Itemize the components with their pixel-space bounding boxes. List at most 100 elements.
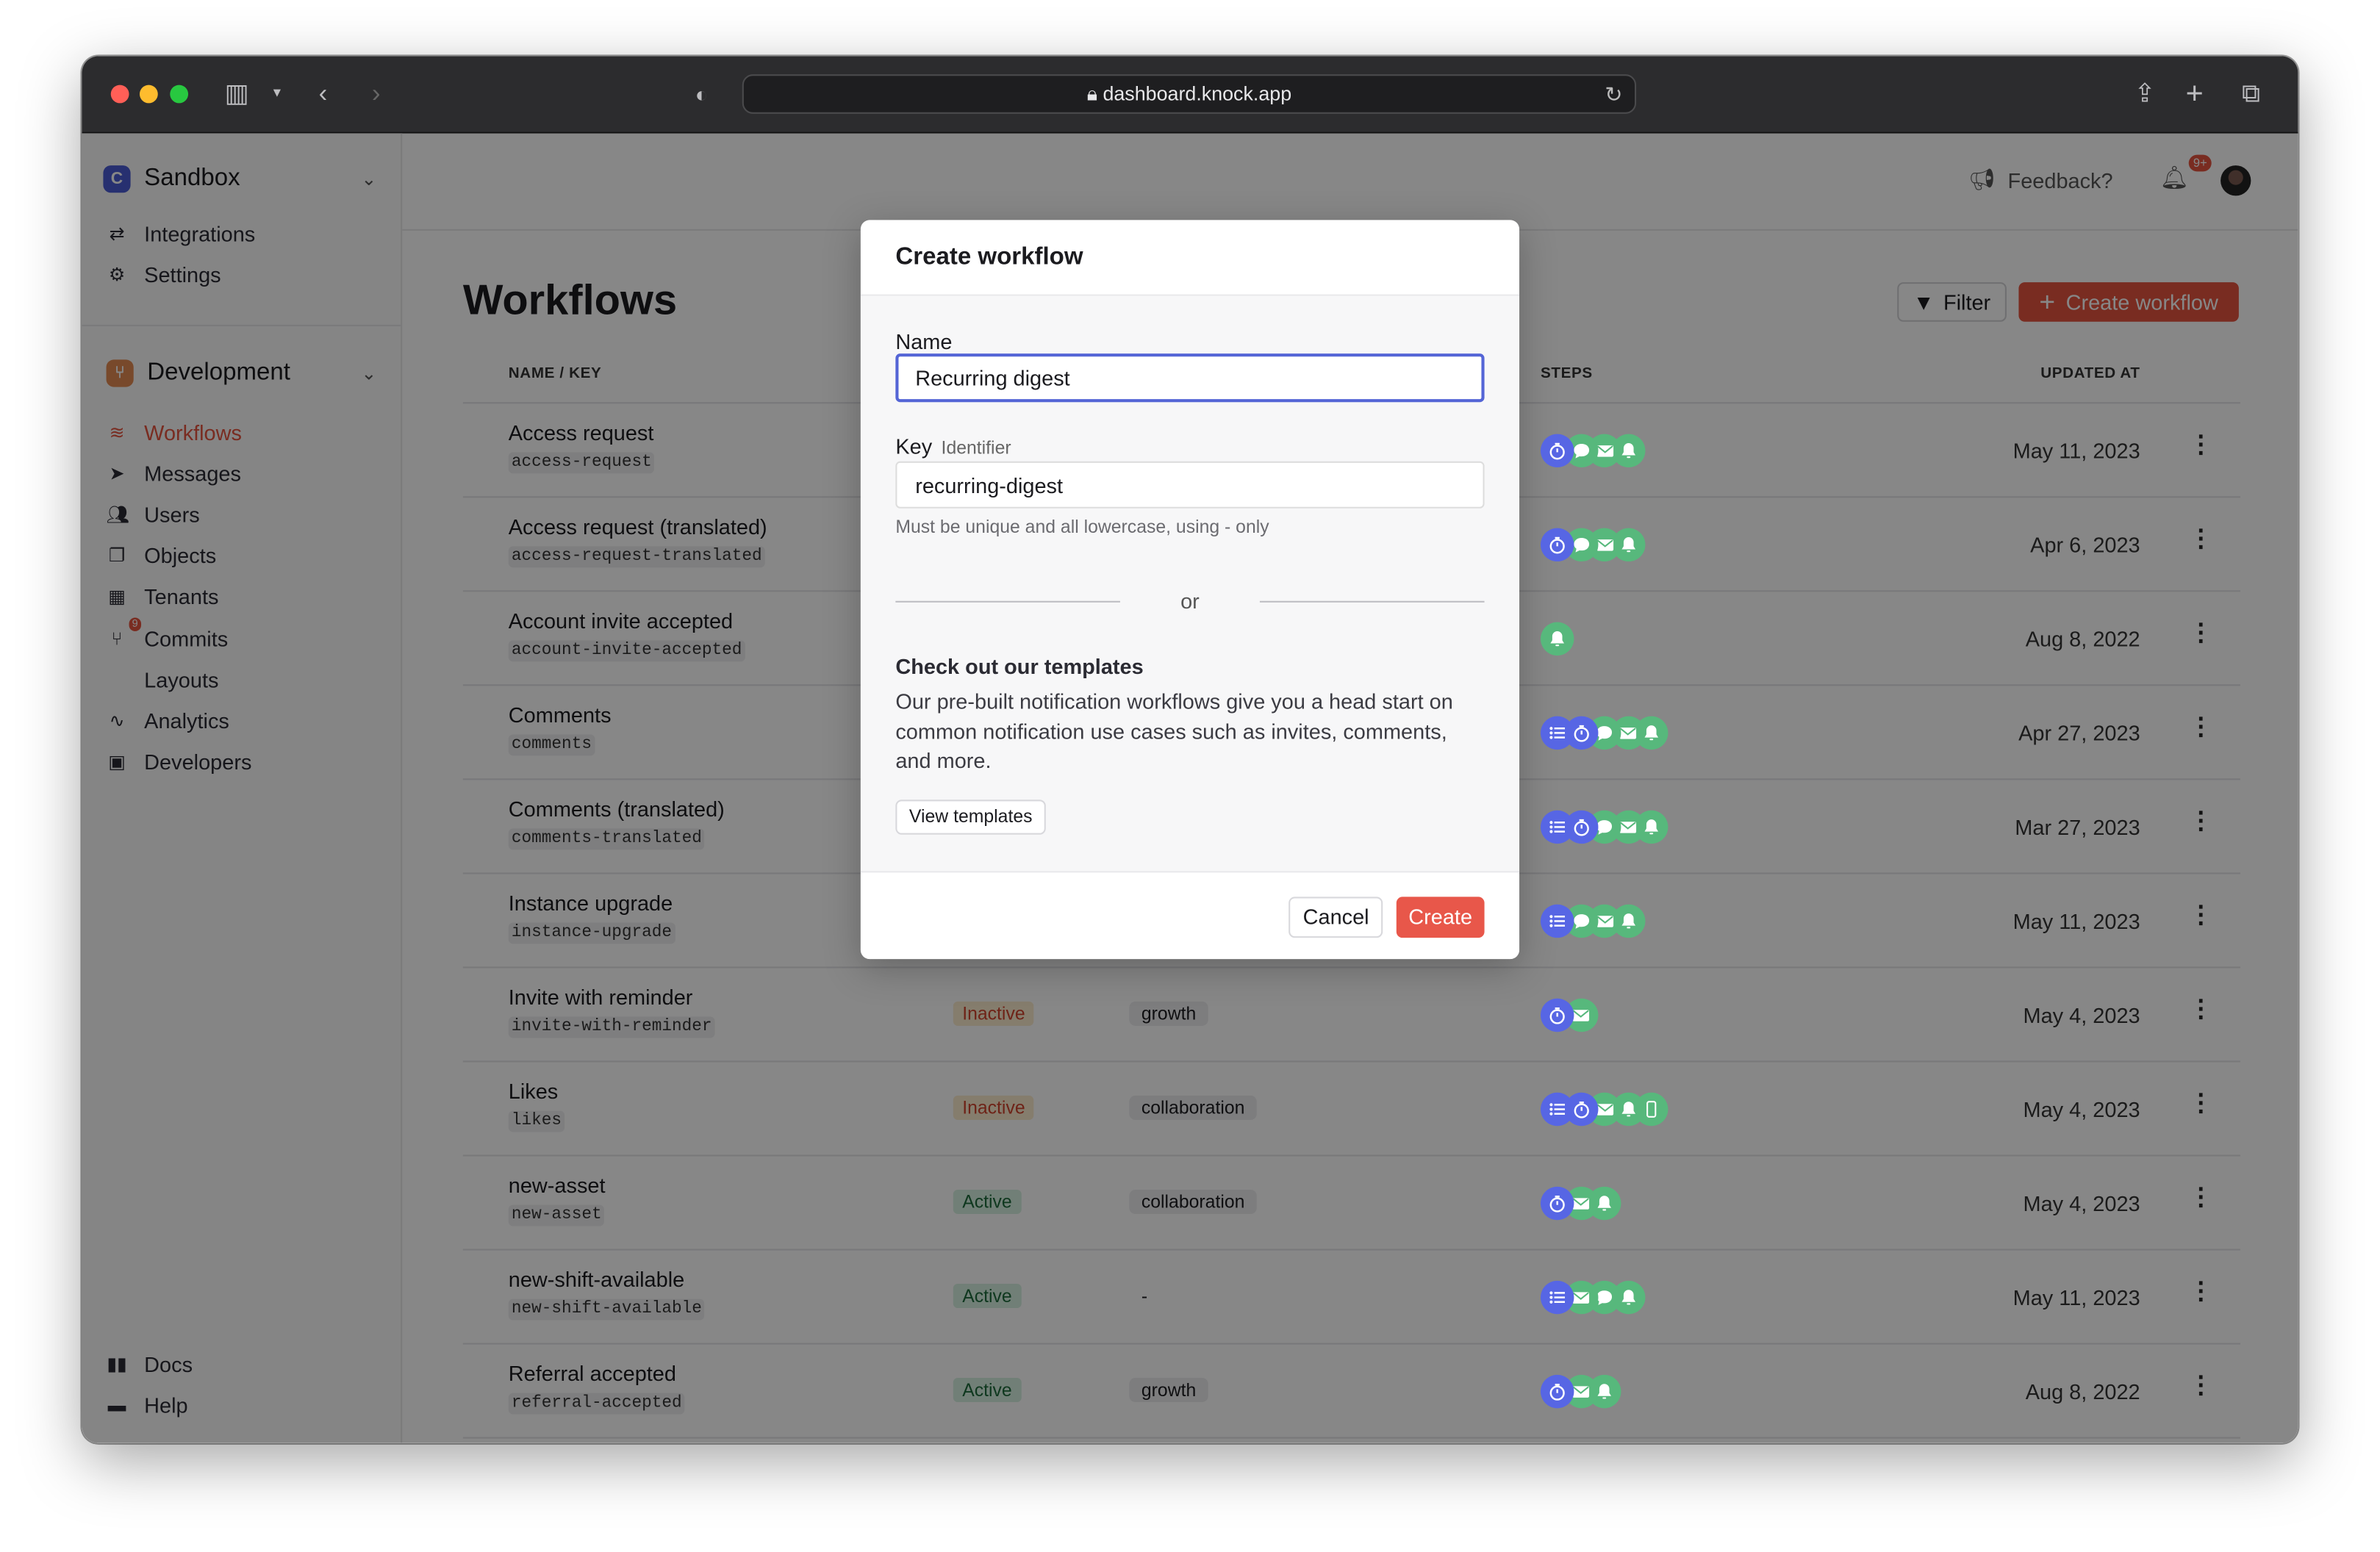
feedback-button[interactable]: 📢︎ Feedback?: [1968, 167, 2113, 193]
workflow-name[interactable]: Access request: [508, 420, 654, 445]
workflow-name[interactable]: Invite with reminder: [508, 985, 693, 1010]
sidebar-item-label: Settings: [144, 262, 221, 287]
create-workflow-button[interactable]: + Create workflow: [2018, 282, 2239, 322]
chevron-down-icon: ⌄: [361, 362, 377, 384]
bell-icon[interactable]: 🔔︎: [2159, 165, 2189, 192]
sidebar-item-docs[interactable]: ▮▮ Docs: [107, 1343, 193, 1384]
users-icon: 👥︎: [106, 503, 130, 525]
sidebar-item-settings[interactable]: ⚙ Settings: [107, 254, 256, 295]
view-templates-button[interactable]: View templates: [895, 800, 1047, 835]
environment-name: Development: [147, 359, 290, 386]
app: C Sandbox ⌄ ⇄ Integrations ⚙ Settings ⑂ Dev…: [82, 133, 2298, 1443]
sidebar-item-integrations[interactable]: ⇄ Integrations: [107, 212, 256, 254]
workflow-name[interactable]: Likes: [508, 1079, 559, 1104]
table-row[interactable]: Invite with reminder invite-with-reminde…: [462, 968, 2240, 1063]
chat-icon: ▬: [107, 1394, 126, 1416]
workflow-name[interactable]: Comments (translated): [508, 797, 725, 822]
updated-at: May 11, 2023: [2012, 1285, 2140, 1310]
step-list-icon: [1540, 810, 1574, 844]
workflow-key: instance-upgrade: [508, 922, 675, 944]
workflow-name[interactable]: Comments: [508, 703, 612, 728]
reload-icon[interactable]: ↻: [1605, 82, 1623, 107]
sidebar-item-label: Workflows: [144, 420, 242, 445]
step-list-icon: [1540, 1092, 1574, 1127]
workflow-name[interactable]: Account invite accepted: [508, 608, 734, 633]
table-row[interactable]: new-asset new-asset Active collaboration Ma…: [462, 1157, 2240, 1251]
share-icon[interactable]: ⇪: [2134, 79, 2156, 108]
workflow-name[interactable]: Access request (translated): [508, 514, 767, 539]
more-options-icon[interactable]: ⋮: [2188, 902, 2213, 929]
sidebar-item-commits[interactable]: ⑂ 9 Commits: [107, 617, 252, 658]
table-row[interactable]: Comments (translated) comments-translate…: [462, 780, 2240, 874]
more-options-icon[interactable]: ⋮: [2188, 1091, 2213, 1117]
forward-icon[interactable]: ›: [371, 79, 381, 108]
footer-nav: ▮▮ Docs ▬ Help: [107, 1343, 193, 1426]
create-button[interactable]: Create: [1396, 897, 1485, 938]
sidebar-item-label: Tenants: [144, 584, 219, 609]
page-title: Workflows: [462, 276, 678, 323]
sidebar-item-messages[interactable]: ➤ Messages: [107, 453, 252, 494]
table-row[interactable]: Likes likes Inactive collaboration May 4, 2…: [462, 1063, 2240, 1157]
updated-at: May 4, 2023: [2023, 1096, 2140, 1122]
table-row[interactable]: Referral accepted referral-accepted Activ…: [462, 1345, 2240, 1439]
more-options-icon[interactable]: ⋮: [2188, 1373, 2213, 1399]
more-options-icon[interactable]: ⋮: [2188, 432, 2213, 459]
main-content: 📢︎ Feedback? 🔔︎ 9+ Workflows ▼ Filter + Cre…: [402, 134, 2298, 1443]
back-icon[interactable]: ‹: [318, 79, 328, 108]
workflow-name[interactable]: new-shift-available: [508, 1267, 685, 1292]
workflow-name[interactable]: Referral accepted: [508, 1361, 676, 1386]
more-options-icon[interactable]: ⋮: [2188, 714, 2213, 741]
branch-icon: ⑂: [106, 359, 134, 387]
sidebar-item-help[interactable]: ▬ Help: [107, 1384, 193, 1426]
step-bell-icon: [1610, 528, 1645, 562]
sidebar-toggle-icon[interactable]: ▥: [224, 79, 249, 108]
more-options-icon[interactable]: ⋮: [2188, 620, 2213, 647]
sidebar-item-label: Analytics: [144, 708, 229, 733]
sidebar-item-tenants[interactable]: ▦ Tenants: [107, 576, 252, 617]
maximize-window-button[interactable]: [170, 85, 189, 104]
category-tag: -: [1141, 1285, 1148, 1307]
sidebar-item-workflows[interactable]: ≋ Workflows: [107, 412, 252, 453]
sidebar-item-label: Integrations: [144, 220, 256, 245]
step-timer-icon: [1540, 1374, 1574, 1409]
key-input[interactable]: recurring-digest: [895, 461, 1485, 509]
create-workflow-dialog: Create workflow Name Recurring digest Ke…: [860, 220, 1520, 960]
sidebar-item-developers[interactable]: ▣ Developers: [107, 741, 252, 783]
sidebar-item-objects[interactable]: ❐ Objects: [107, 535, 252, 576]
table-row[interactable]: new-shift-available new-shift-available A…: [462, 1251, 2240, 1345]
tabs-overview-icon[interactable]: ⧉: [2242, 79, 2261, 108]
more-options-icon[interactable]: ⋮: [2188, 996, 2213, 1023]
more-options-icon[interactable]: ⋮: [2188, 1279, 2213, 1305]
sidebar-item-analytics[interactable]: ∿ Analytics: [107, 700, 252, 741]
sidebar-item-layouts[interactable]: Layouts: [107, 658, 252, 700]
workflow-name[interactable]: Instance upgrade: [508, 891, 673, 916]
workflow-key: comments: [508, 734, 595, 756]
environment-switcher[interactable]: ⑂ Development ⌄: [106, 359, 377, 387]
workflow-name[interactable]: new-asset: [508, 1173, 606, 1198]
name-input[interactable]: Recurring digest: [895, 353, 1485, 403]
more-options-icon[interactable]: ⋮: [2188, 526, 2213, 553]
chevron-down-icon[interactable]: ▾: [273, 85, 282, 102]
gear-icon: ⚙: [108, 263, 126, 285]
workspace-switcher[interactable]: C Sandbox ⌄: [103, 165, 376, 193]
updated-at: Apr 27, 2023: [2018, 720, 2140, 745]
minimize-window-button[interactable]: [139, 85, 158, 104]
sidebar-item-label: Objects: [144, 543, 217, 568]
sidebar-item-label: Developers: [144, 750, 252, 775]
browser-window: ▥ ▾ ‹ › ◐ 🔒︎ dashboard.knock.app ↻ ⇪ + ⧉ …: [82, 56, 2298, 1443]
updated-at: Apr 6, 2023: [2030, 532, 2140, 557]
status-badge: Inactive: [953, 1095, 1035, 1120]
browser-titlebar: ▥ ▾ ‹ › ◐ 🔒︎ dashboard.knock.app ↻ ⇪ + ⧉: [82, 56, 2298, 134]
more-options-icon[interactable]: ⋮: [2188, 1185, 2213, 1211]
table-row[interactable]: Instance upgrade instance-upgrade May 11,…: [462, 874, 2240, 969]
new-tab-icon[interactable]: +: [2185, 77, 2204, 111]
address-bar[interactable]: 🔒︎ dashboard.knock.app ↻: [742, 74, 1637, 114]
cancel-button[interactable]: Cancel: [1289, 897, 1383, 938]
sidebar-item-users[interactable]: 👥︎ Users: [107, 494, 252, 535]
step-timer-icon: [1540, 434, 1574, 468]
shield-icon[interactable]: ◐: [695, 82, 709, 107]
avatar[interactable]: [2221, 165, 2251, 196]
close-window-button[interactable]: [110, 85, 129, 104]
more-options-icon[interactable]: ⋮: [2188, 808, 2213, 835]
filter-button[interactable]: ▼ Filter: [1897, 282, 2007, 322]
